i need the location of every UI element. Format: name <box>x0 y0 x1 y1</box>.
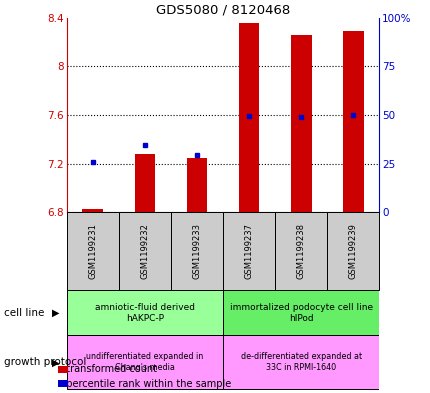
Bar <box>171 212 223 290</box>
Text: percentile rank within the sample: percentile rank within the sample <box>60 379 231 389</box>
Text: GSM1199233: GSM1199233 <box>192 223 201 279</box>
Text: amniotic-fluid derived
hAKPC-P: amniotic-fluid derived hAKPC-P <box>95 303 194 323</box>
Bar <box>134 154 155 212</box>
Text: GSM1199232: GSM1199232 <box>140 223 149 279</box>
Bar <box>67 335 223 389</box>
Text: growth protocol: growth protocol <box>4 357 86 367</box>
Text: GSM1199239: GSM1199239 <box>348 223 357 279</box>
Text: transformed count: transformed count <box>60 364 157 375</box>
Bar <box>326 212 378 290</box>
Text: ▶: ▶ <box>52 357 60 367</box>
Bar <box>186 158 207 212</box>
Bar <box>238 22 259 212</box>
Text: undifferentiated expanded in
Chang's media: undifferentiated expanded in Chang's med… <box>86 352 203 372</box>
Bar <box>223 212 274 290</box>
Bar <box>82 209 103 212</box>
Bar <box>119 212 171 290</box>
Bar <box>223 335 378 389</box>
Bar <box>67 212 119 290</box>
Bar <box>223 290 378 335</box>
Bar <box>67 290 223 335</box>
Text: ▶: ▶ <box>52 308 60 318</box>
Text: de-differentiated expanded at
33C in RPMI-1640: de-differentiated expanded at 33C in RPM… <box>240 352 361 372</box>
Text: GSM1199237: GSM1199237 <box>244 223 253 279</box>
Bar <box>274 212 326 290</box>
Bar <box>290 35 311 212</box>
Bar <box>342 31 363 212</box>
Title: GDS5080 / 8120468: GDS5080 / 8120468 <box>156 4 289 17</box>
Text: cell line: cell line <box>4 308 45 318</box>
Text: immortalized podocyte cell line
hIPod: immortalized podocyte cell line hIPod <box>229 303 372 323</box>
Text: GSM1199231: GSM1199231 <box>88 223 97 279</box>
Text: GSM1199238: GSM1199238 <box>296 223 305 279</box>
